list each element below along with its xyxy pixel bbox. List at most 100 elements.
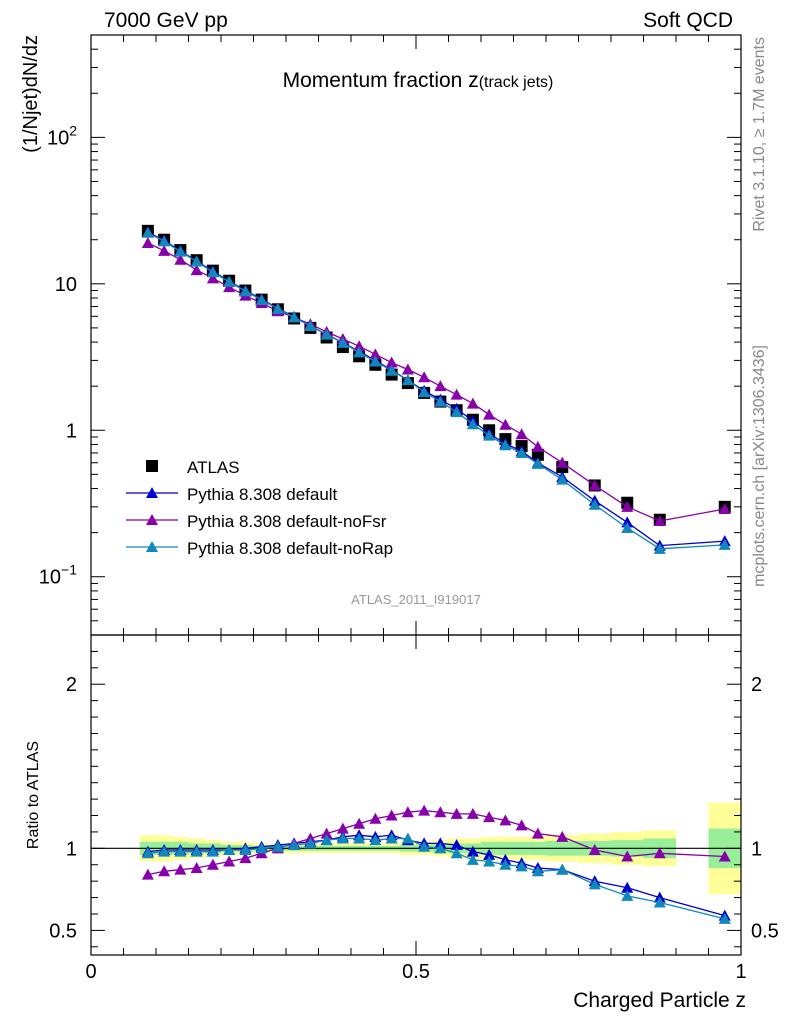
data-point-triangle [369,355,382,367]
ratio-data-point [531,865,544,877]
ratio-data-point [190,862,203,874]
data-point-triangle [206,272,219,284]
ratio-data-point [418,804,431,816]
ratio-data-point [556,830,569,842]
x-axis-label: Charged Particle z [573,989,746,1012]
data-point-triangle [369,348,382,360]
data-point-triangle [531,457,544,469]
data-point-triangle [158,235,171,247]
data-point-triangle [255,294,268,306]
data-point-triangle [336,336,349,348]
ratio-y-tick-label-right: 0.5 [751,920,779,942]
ratio-data-point [320,827,333,839]
ratio-data-point [653,896,666,908]
mcplots-label: mcplots.cern.ch [arXiv:1306.3436] [751,345,768,587]
data-point-triangle [556,456,569,468]
ratio-data-point [320,834,333,846]
ratio-data-point [401,832,414,844]
ratio-y-tick-label: 1 [66,838,77,860]
data-point-triangle [499,418,512,430]
data-point-triangle [434,380,447,392]
ratio-data-point [304,837,317,849]
data-point-triangle [466,418,479,430]
main-y-tick-label: 10−1 [39,562,77,589]
x-tick-label: 1 [735,961,746,983]
data-point-triangle [450,406,463,418]
plot-title-main: Momentum fraction z [283,69,479,92]
ratio-data-point [450,807,463,819]
data-point-triangle [353,340,366,352]
ratio-data-point [141,868,154,880]
ratio-data-point [336,822,349,834]
data-point-triangle [174,245,187,257]
ratio-data-point [158,845,171,857]
data-point-triangle [320,328,333,340]
ratio-data-point [353,817,366,829]
data-point-triangle [653,542,666,554]
data-point-triangle [515,428,528,440]
ratio-plot-frame [90,634,742,956]
ratio-plot-area: 0.5 0.51 12 20 0.5 1 [49,634,779,983]
ratio-data-point [499,814,512,826]
ratio-data-point [288,839,301,851]
data-point-triangle [621,516,634,528]
data-point-triangle [483,408,496,420]
plot-title-sub: (track jets) [479,74,554,91]
ratio-data-point [336,832,349,844]
legend-entry-label: Pythia 8.308 default [187,485,338,504]
ratio-data-point [223,843,236,855]
ratio-data-point [718,912,731,924]
ratio-data-point [385,809,398,821]
ratio-data-point [653,847,666,859]
data-point-triangle [653,515,666,527]
ratio-data-point [483,855,496,867]
ratio-data-point [718,850,731,862]
data-point-triangle [271,302,284,314]
data-point-triangle [141,226,154,238]
ratio-data-point [369,834,382,846]
data-point-triangle [385,364,398,376]
legend-entry-label: Pythia 8.308 default-noFsr [187,512,387,531]
ratio-data-point [434,842,447,854]
ratio-data-point [174,845,187,857]
legend-marker-triangle [146,487,158,498]
ratio-data-point [515,819,528,831]
ratio-data-point [450,839,463,851]
data-point-triangle [206,266,219,278]
ratio-data-point [499,858,512,870]
data-point-triangle [556,473,569,485]
ratio-data-point [141,847,154,859]
main-y-tick-label: 1 [66,420,77,442]
ratio-data-point [271,840,284,852]
ratio-y-tick-label: 2 [66,674,77,696]
ratio-y-tick-label-right: 2 [751,674,762,696]
data-point-triangle [531,440,544,452]
data-point-triangle [418,371,431,383]
data-point-triangle [223,275,236,287]
ratio-data-point [483,811,496,823]
data-point-triangle [288,311,301,323]
data-point-triangle [401,374,414,386]
ratio-data-point [466,845,479,857]
data-point-triangle [304,320,317,332]
ratio-data-point [255,842,268,854]
header-left-label: 7000 GeV pp [104,9,228,32]
data-point-triangle [434,395,447,407]
legend-entry-label: ATLAS [187,458,240,477]
data-point-triangle [158,244,171,256]
ratio-data-point [385,832,398,844]
data-point-triangle [385,356,398,368]
x-tick-label: 0.5 [402,961,430,983]
ratio-data-point [531,827,544,839]
ratio-data-point [466,853,479,865]
data-point-triangle [401,363,414,375]
data-point-triangle [239,285,252,297]
legend-marker-atlas [146,460,158,472]
ratio-y-tick-label-right: 1 [751,838,762,860]
ratio-data-point [401,806,414,818]
ratio-data-point [369,812,382,824]
ratio-data-point [206,845,219,857]
data-point-triangle [621,522,634,534]
data-point-triangle [418,386,431,398]
